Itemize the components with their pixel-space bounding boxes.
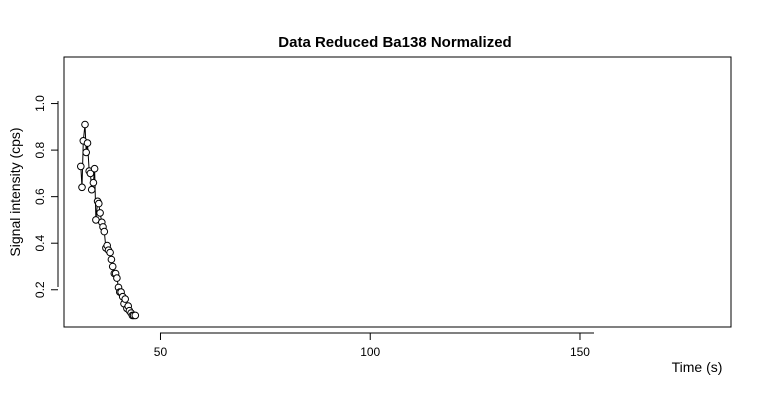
data-point	[106, 248, 114, 257]
data-point	[82, 148, 90, 157]
y-ticks: 0.2 0.4 0.6 0.8 1.0	[33, 95, 58, 298]
data-point	[83, 139, 92, 147]
chart-title: Data Reduced Ba138 Normalized	[278, 34, 511, 51]
data-point	[96, 209, 104, 217]
y-tick-label: 0.4	[33, 235, 47, 252]
data-point	[131, 311, 140, 320]
x-axis-label: Time (s)	[672, 359, 723, 375]
data-point	[77, 162, 85, 171]
data-point	[86, 169, 95, 178]
data-point	[108, 262, 117, 271]
data-point	[78, 183, 86, 192]
data-point	[89, 178, 98, 187]
y-tick-label: 0.8	[33, 141, 47, 158]
y-tick-label: 0.6	[33, 188, 47, 205]
y-tick-label: 0.2	[33, 281, 47, 298]
x-tick-label: 100	[360, 345, 380, 359]
data-point	[87, 185, 96, 194]
y-axis-label: Signal intensity (cps)	[7, 127, 23, 256]
data-point	[107, 255, 116, 264]
x-tick-label: 50	[154, 345, 168, 359]
x-tick-label: 150	[570, 345, 590, 359]
data-point	[90, 164, 99, 173]
data-point	[121, 295, 129, 303]
data-point	[100, 227, 109, 236]
y-tick-label: 1.0	[33, 95, 47, 112]
data-point	[81, 120, 89, 129]
x-ticks: 50 100 150	[154, 333, 590, 359]
data-point	[95, 199, 103, 208]
data-point	[113, 274, 121, 282]
data-points	[77, 120, 140, 320]
plot-frame	[63, 56, 732, 328]
